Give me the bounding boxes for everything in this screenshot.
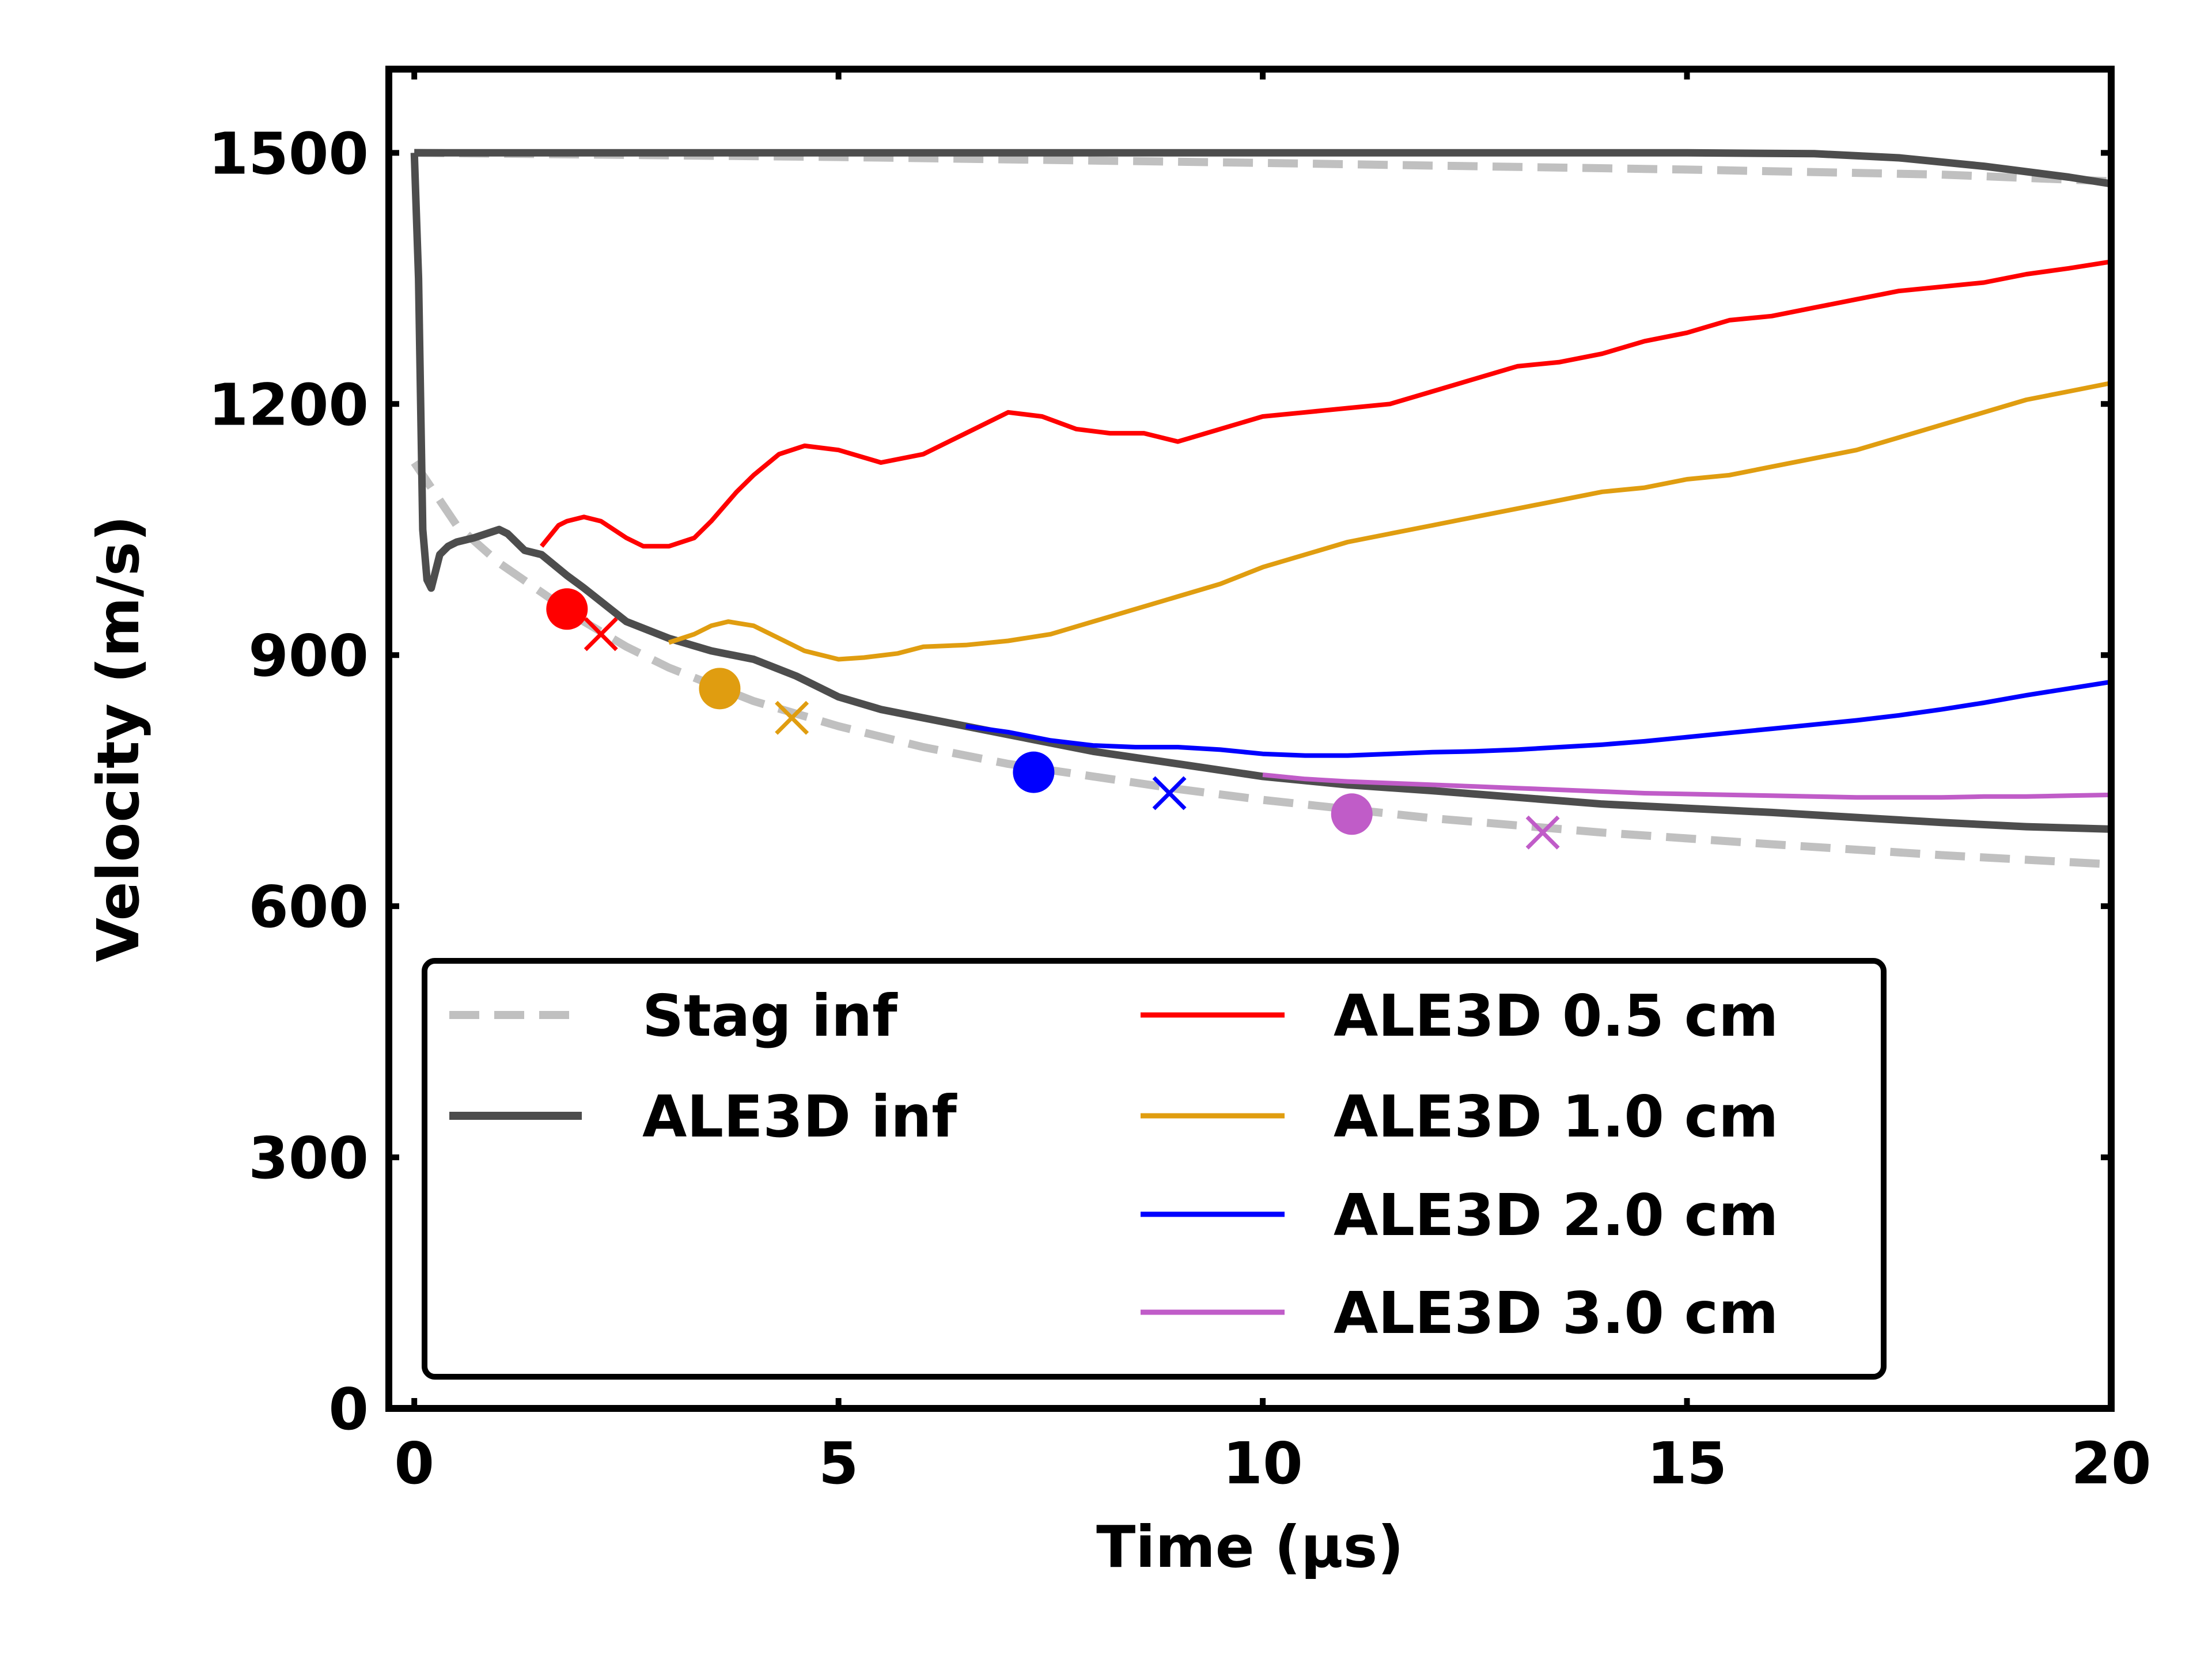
x-tick-label: 10 [1223, 1430, 1303, 1497]
y-tick-label: 900 [248, 622, 369, 690]
legend-item-ale3d-2-0-cm: ALE3D 2.0 cm [1141, 1181, 1778, 1249]
x-tick-label: 20 [2071, 1430, 2151, 1497]
legend-label: Stag inf [642, 982, 898, 1050]
y-tick-label: 1200 [209, 371, 369, 438]
legend-layer: Stag inf ALE3D inf ALE3D 0.5 cm ALE3D 1.0 c… [422, 958, 1887, 1380]
series-line-ale3d-1-0-cm [668, 380, 2111, 662]
legend-label: ALE3D 1.0 cm [1334, 1083, 1778, 1150]
plot-frame [385, 66, 2115, 1412]
marker-x-ale3d-3-0-cm [1525, 815, 1560, 850]
legend-item-ale3d-1-0-cm: ALE3D 1.0 cm [1141, 1083, 1778, 1150]
series-line-ale3d-3-0-cm [1262, 772, 2111, 800]
legend-label: ALE3D 3.0 cm [1334, 1279, 1778, 1347]
series-line-ale3d-inf-upper [414, 149, 2111, 188]
series-line-stag-inf [411, 460, 2111, 869]
legend-item-stag-inf: Stag inf [449, 982, 898, 1050]
series-line-ale3d-2-0-cm [965, 679, 2111, 758]
marker-x-ale3d-0-5-cm [584, 617, 618, 652]
x-tick-label: 15 [1647, 1430, 1727, 1497]
legend-label: ALE3D 0.5 cm [1334, 982, 1778, 1050]
legend-box [422, 958, 1887, 1380]
legend-item-ale3d-3-0-cm: ALE3D 3.0 cm [1141, 1279, 1778, 1347]
marker-circle-ale3d-1-0-cm [699, 668, 741, 710]
marker-circle-ale3d-0-5-cm [546, 588, 588, 630]
legend-item-ale3d-inf: ALE3D inf [449, 1083, 957, 1150]
y-tick-label: 300 [248, 1124, 369, 1192]
series-line-ale3d-0-5-cm [539, 259, 2111, 549]
x-tick-label: 0 [394, 1430, 434, 1497]
legend-label: ALE3D 2.0 cm [1334, 1181, 1778, 1249]
marker-x-ale3d-1-0-cm [775, 700, 809, 735]
series-line-stag-inf-upper [414, 149, 2111, 185]
marker-circle-ale3d-3-0-cm [1331, 793, 1373, 835]
x-axis-label: Time (μs) [1096, 1513, 1404, 1581]
y-axis-label: Velocity (m/s) [85, 516, 152, 963]
series-layer [410, 149, 2111, 869]
marker-layer [546, 588, 1560, 850]
series-line-ale3d-inf [410, 153, 2111, 833]
y-tick-label: 600 [248, 873, 369, 941]
legend-label: ALE3D inf [642, 1083, 957, 1150]
y-tick-label: 1500 [209, 120, 369, 187]
legend-item-ale3d-0-5-cm: ALE3D 0.5 cm [1141, 982, 1778, 1050]
axes-layer: 0 5 10 15 20 0 300 600 900 1200 1500 Time (μs) Veloc… [85, 66, 2152, 1581]
marker-x-ale3d-2-0-cm [1152, 776, 1187, 810]
y-tick-label: 0 [328, 1376, 369, 1443]
marker-circle-ale3d-2-0-cm [1013, 751, 1055, 793]
x-tick-label: 5 [819, 1430, 859, 1497]
